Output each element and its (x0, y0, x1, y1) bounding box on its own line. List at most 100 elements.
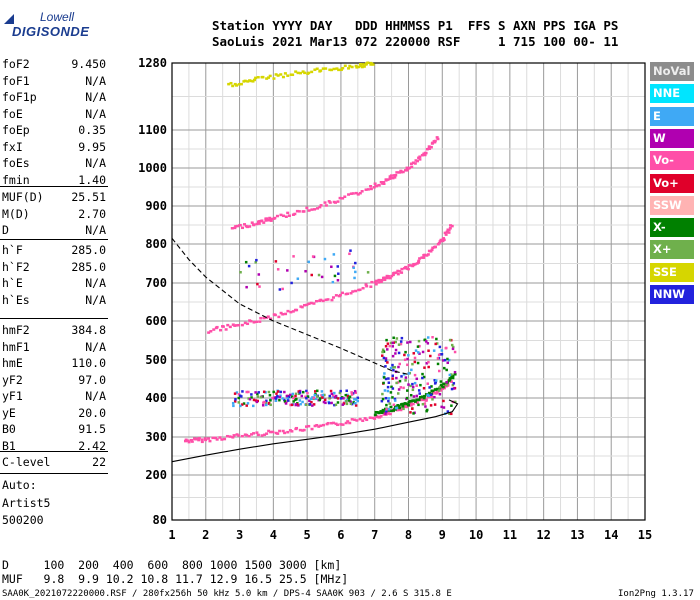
echo-point (425, 147, 429, 151)
spread-echo-point (427, 365, 430, 369)
spread-echo-point (384, 396, 388, 400)
spread-echo-point (446, 410, 450, 413)
spread-echo-point (394, 348, 398, 352)
x-tick-label: 9 (439, 528, 446, 542)
echo-point (388, 177, 392, 180)
spread-echo-point (298, 389, 302, 393)
spread-echo-point (294, 394, 297, 398)
echo-point (450, 224, 454, 228)
spread-echo-point (311, 255, 315, 258)
echo-point (255, 222, 259, 226)
param-row-hmf2: hmF2 384.8 (2, 323, 106, 340)
echo-point (393, 405, 397, 408)
echo-point (265, 316, 269, 319)
param-value: 20.0 (78, 405, 106, 420)
param-row-fof1p: foF1p N/A (2, 90, 106, 107)
echo-point (415, 159, 419, 163)
logo-mark-icon (4, 14, 14, 24)
spread-echo-point (454, 400, 457, 404)
spread-echo-point (287, 395, 291, 399)
echo-point (371, 63, 375, 66)
spread-echo-point (352, 401, 355, 404)
echo-point (324, 204, 328, 207)
echo-point (269, 430, 273, 434)
param-value: N/A (85, 339, 106, 354)
spread-echo-point (384, 357, 388, 360)
spread-echo-point (274, 260, 278, 263)
echo-point (346, 292, 350, 296)
spread-echo-point (452, 382, 456, 385)
echo-point (194, 437, 198, 441)
spread-echo-point (439, 384, 443, 388)
spread-echo-point (432, 349, 436, 352)
echo-point (249, 79, 253, 83)
echo-point (313, 208, 317, 211)
param-value: N/A (85, 156, 106, 170)
echo-point (259, 316, 263, 320)
echo-point (407, 401, 411, 404)
param-value: 384.8 (71, 323, 106, 337)
spread-echo-point (354, 270, 357, 274)
echo-point (427, 249, 431, 253)
spread-echo-point (444, 346, 448, 350)
x-tick-label: 7 (371, 528, 378, 542)
spread-echo-point (396, 392, 400, 395)
echo-point (257, 222, 261, 225)
spread-echo-point (450, 373, 453, 376)
param-name: B0 (2, 422, 16, 436)
echo-point (379, 410, 383, 413)
echo-point (187, 440, 191, 444)
spread-echo-point (382, 381, 385, 385)
echo-point (418, 257, 422, 260)
spread-echo-point (261, 404, 265, 407)
echo-point (265, 217, 269, 220)
header-line2: SaoLuis 2021 Mar13 072 220000 RSF 1 715 … (212, 34, 619, 49)
spread-echo-point (354, 261, 357, 265)
spread-echo-point (275, 392, 278, 395)
spread-echo-point (445, 381, 448, 384)
spread-echo-point (332, 395, 335, 399)
spread-echo-point (395, 376, 398, 380)
echo-point (269, 217, 273, 221)
param-separator (0, 186, 108, 187)
spread-echo-point (447, 358, 451, 362)
profile-curve (171, 399, 459, 463)
echo-point (354, 191, 358, 195)
param-row-he: h`E N/A (2, 276, 106, 293)
spread-echo-point (405, 396, 409, 400)
echo-point (365, 418, 369, 422)
echo-point (240, 226, 244, 230)
spread-echo-point (421, 376, 424, 380)
y-tick-label: 1100 (138, 123, 167, 137)
echo-point (362, 65, 366, 68)
echo-point (398, 270, 402, 273)
echo-point (294, 70, 298, 73)
echo-point (393, 408, 397, 411)
spread-echo-point (344, 393, 348, 397)
spread-echo-point (423, 402, 427, 405)
y-tick-label: 600 (145, 314, 167, 328)
spread-echo-point (389, 391, 393, 394)
x-tick-label: 15 (638, 528, 652, 542)
echo-point (373, 280, 377, 284)
spread-echo-point (349, 402, 353, 406)
echo-point (340, 291, 344, 295)
echo-point (411, 161, 415, 165)
echo-point (274, 431, 278, 435)
echo-point (252, 223, 256, 227)
echo-point (420, 153, 424, 157)
param-value: 9.95 (78, 139, 106, 154)
spread-echo-point (257, 391, 260, 394)
echo-point (386, 410, 390, 414)
spread-echo-point (252, 404, 255, 408)
echo-point (286, 74, 290, 77)
echo-point (449, 224, 453, 227)
echo-point (278, 429, 282, 433)
spread-echo-point (345, 402, 349, 406)
spread-echo-point (382, 356, 386, 360)
spread-echo-point (386, 342, 390, 345)
spread-echo-point (316, 395, 319, 398)
spread-echo-point (443, 366, 446, 370)
echo-point (407, 404, 411, 407)
